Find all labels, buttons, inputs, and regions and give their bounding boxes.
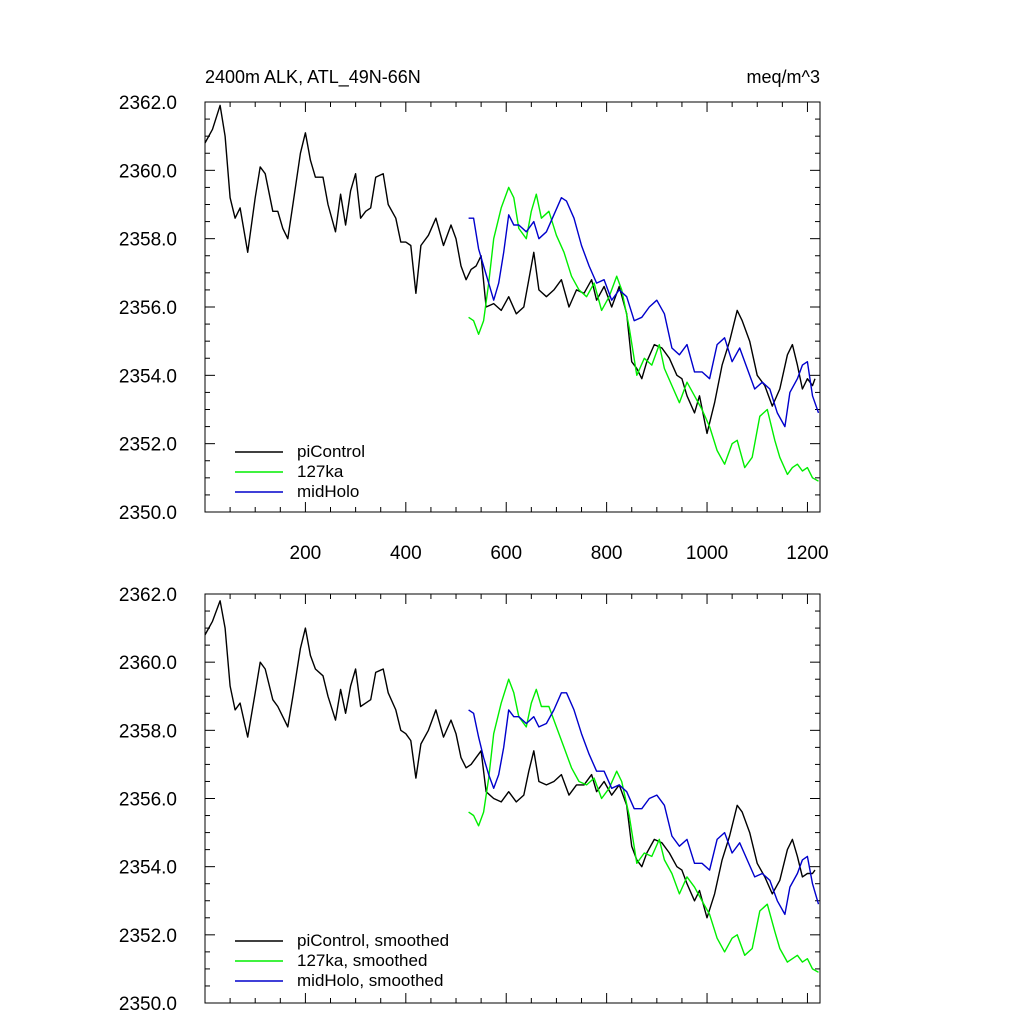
y-tick-label: 2356.0 bbox=[119, 298, 177, 319]
series-line-2 bbox=[468, 692, 820, 916]
y-tick-label: 2358.0 bbox=[119, 721, 177, 742]
legend-label: midHolo bbox=[297, 482, 359, 501]
y-tick-label: 2360.0 bbox=[119, 653, 177, 674]
y-tick-label: 2362.0 bbox=[119, 93, 177, 114]
series-line-0 bbox=[204, 600, 816, 919]
x-tick-label: 400 bbox=[390, 543, 422, 564]
series-line-1 bbox=[468, 186, 819, 482]
y-tick-label: 2350.0 bbox=[119, 503, 177, 524]
chart-units: meq/m^3 bbox=[747, 67, 820, 87]
series-line-0 bbox=[204, 104, 816, 435]
x-tick-label: 800 bbox=[591, 543, 623, 564]
chart-title: 2400m ALK, ATL_49N-66N bbox=[205, 67, 421, 88]
y-tick-label: 2354.0 bbox=[119, 858, 177, 879]
x-tick-label: 200 bbox=[290, 543, 322, 564]
y-tick-label: 2356.0 bbox=[119, 790, 177, 811]
x-tick-label: 1200 bbox=[786, 543, 828, 564]
legend-label: piControl bbox=[297, 442, 365, 461]
y-tick-label: 2352.0 bbox=[119, 926, 177, 947]
bottom-panel: 2350.0 2352.0 2354.0 2356.0 2358.0 2360.0 2362… bbox=[119, 585, 821, 1015]
y-tick-label: 2358.0 bbox=[119, 230, 177, 251]
y-tick-label: 2360.0 bbox=[119, 161, 177, 182]
series-line-2 bbox=[468, 196, 820, 428]
y-tick-label: 2350.0 bbox=[119, 994, 177, 1015]
legend-label: 127ka, smoothed bbox=[297, 951, 427, 970]
y-tick-label: 2354.0 bbox=[119, 366, 177, 387]
legend-label: piControl, smoothed bbox=[297, 931, 449, 950]
legend-label: midHolo, smoothed bbox=[297, 971, 443, 990]
legend-label: 127ka bbox=[297, 462, 344, 481]
x-tick-label: 1000 bbox=[686, 543, 728, 564]
x-tick-label: 600 bbox=[490, 543, 522, 564]
y-tick-label: 2362.0 bbox=[119, 585, 177, 606]
series-line-1 bbox=[468, 678, 819, 973]
y-tick-label: 2352.0 bbox=[119, 435, 177, 456]
top-panel: 2350.0 2352.0 2354.0 2356.0 2358.0 2360.0 2362… bbox=[119, 67, 829, 564]
